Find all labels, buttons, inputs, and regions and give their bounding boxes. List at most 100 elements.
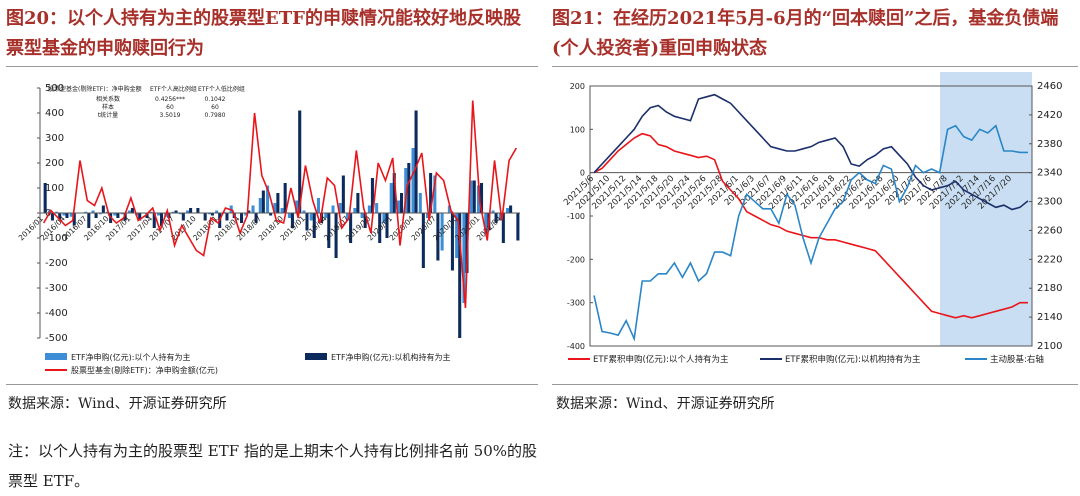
- y-tick-label: 400: [45, 108, 64, 119]
- bar: [331, 205, 335, 213]
- bar: [69, 213, 73, 217]
- bar: [113, 213, 117, 216]
- line-series: [42, 100, 518, 309]
- bar: [130, 208, 134, 213]
- table-cell: 0.7980: [205, 112, 226, 119]
- bar: [476, 185, 480, 213]
- bar: [429, 173, 433, 213]
- legend-label: ETF累积申购(亿元):以机构持有为主: [785, 354, 921, 365]
- bar: [273, 203, 277, 213]
- y-tick-label: 300: [45, 133, 64, 144]
- bar: [203, 213, 207, 221]
- legend-swatch: [305, 353, 327, 360]
- bar: [411, 148, 415, 213]
- table-cell: 0.4256***: [155, 96, 185, 103]
- y-tick-label: 200: [570, 82, 585, 91]
- bar: [309, 213, 313, 221]
- bar: [87, 213, 91, 228]
- y-tick-label: 200: [45, 158, 64, 169]
- y-tick-label: 500: [45, 83, 64, 94]
- bar: [50, 213, 54, 221]
- line-series: [593, 124, 1028, 342]
- bar: [392, 173, 396, 213]
- bar: [418, 193, 422, 213]
- bar: [210, 213, 214, 216]
- bar: [462, 213, 466, 303]
- bar: [91, 210, 95, 213]
- bar: [356, 193, 360, 213]
- bar: [116, 213, 120, 218]
- chart: -500-400-300-200-10001002003004005002016…: [17, 83, 520, 375]
- y-tick-label: 2260: [1037, 225, 1062, 236]
- highlight-region: [940, 72, 1032, 346]
- bar: [305, 213, 309, 231]
- chart-title: 图20：以个人持有为主的股票型ETF的申赎情况能较好地反映股票型基金的申购赎回行…: [6, 8, 521, 59]
- bar: [316, 198, 320, 213]
- bar: [385, 213, 389, 238]
- bar: [65, 213, 69, 218]
- bar: [145, 213, 149, 218]
- bar: [156, 213, 160, 216]
- bar: [152, 213, 156, 228]
- bar: [196, 208, 200, 213]
- legend-label: 主动股基:右轴: [990, 354, 1044, 365]
- bar: [280, 208, 284, 213]
- bar: [360, 213, 364, 218]
- bar: [491, 210, 495, 213]
- bar: [346, 213, 350, 221]
- bar: [160, 213, 164, 226]
- table-header: ETF个人低比例组: [198, 85, 245, 93]
- bar: [62, 213, 66, 216]
- y-tick-label: -400: [45, 308, 68, 319]
- y-tick-label: 2380: [1037, 139, 1062, 150]
- bar: [516, 213, 520, 241]
- bar: [298, 110, 302, 213]
- bar: [455, 213, 459, 258]
- table-cell: 3.5019: [160, 112, 181, 119]
- bar: [327, 213, 331, 248]
- legend-swatch: [45, 353, 67, 360]
- bar: [498, 213, 502, 221]
- bar: [302, 210, 306, 213]
- bar: [334, 213, 338, 258]
- divider: [552, 66, 1078, 67]
- y-tick-label: 2220: [1037, 254, 1062, 265]
- table-header: ETF个人高比例组: [150, 85, 197, 93]
- table-header: 股票型基金(剔除ETF)：净申购金额: [48, 85, 142, 93]
- bar: [240, 213, 244, 223]
- bar: [174, 210, 178, 213]
- bar: [43, 183, 47, 213]
- table-cell: 0.1042: [205, 96, 226, 103]
- bar: [370, 178, 374, 213]
- bar: [400, 193, 404, 213]
- y-tick-label: 2100: [1037, 341, 1062, 352]
- bar: [312, 213, 316, 238]
- y-tick-label: -200: [45, 258, 68, 269]
- bar: [247, 210, 251, 213]
- bar: [378, 213, 382, 243]
- bar: [484, 213, 488, 233]
- bar: [181, 213, 185, 221]
- y-tick-label: -400: [567, 342, 585, 351]
- bar: [469, 180, 473, 213]
- bar: [324, 213, 328, 218]
- bar: [207, 213, 211, 215]
- bar: [269, 213, 273, 216]
- table-cell: 样本: [102, 103, 114, 111]
- y-tick-label: 100: [45, 183, 64, 194]
- line-series: [593, 93, 1029, 211]
- bar: [178, 213, 182, 215]
- bar: [472, 180, 476, 213]
- bar: [225, 213, 229, 221]
- bar: [295, 200, 299, 213]
- bar: [353, 208, 357, 213]
- legend-label: 股票型基金(剔除ETF)：净申购金额(亿元): [71, 365, 218, 375]
- y-tick-label: -300: [45, 283, 68, 294]
- bar: [123, 213, 127, 221]
- bar: [404, 168, 408, 213]
- line-series: [593, 132, 1028, 319]
- bar: [94, 213, 98, 218]
- chart-title: 图21：在经历2021年5月-6月的“回本赎回”之后，基金负债端(个人投资者)重…: [552, 8, 1059, 59]
- source: 数据来源：Wind、开源证券研究所: [556, 396, 775, 412]
- bar: [433, 175, 437, 213]
